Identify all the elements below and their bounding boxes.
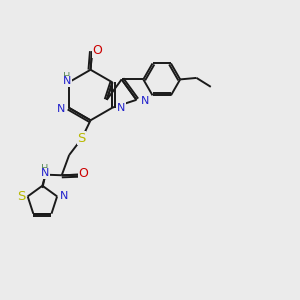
Text: N: N — [141, 96, 149, 106]
Text: N: N — [117, 103, 125, 112]
Text: N: N — [57, 104, 65, 114]
Text: N: N — [59, 191, 68, 201]
Text: H: H — [63, 72, 70, 82]
Text: O: O — [79, 167, 88, 180]
Text: S: S — [17, 190, 26, 203]
Text: S: S — [77, 132, 86, 145]
Text: O: O — [92, 44, 102, 57]
Text: N: N — [63, 76, 72, 86]
Text: H: H — [40, 164, 48, 174]
Text: N: N — [41, 169, 50, 178]
